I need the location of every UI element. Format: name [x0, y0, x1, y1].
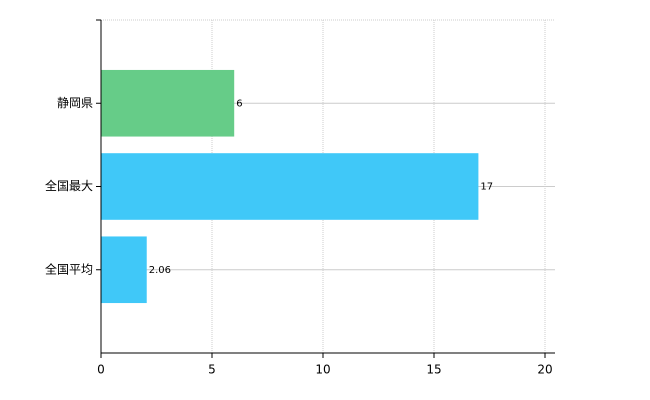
x-tick-label: 0 [97, 363, 105, 377]
x-tick-label: 5 [208, 363, 216, 377]
value-label: 6 [236, 98, 242, 109]
y-tick-label: 全国最大 [45, 178, 93, 193]
x-tick-label: 15 [426, 363, 441, 377]
x-tick-label: 20 [537, 363, 552, 377]
bar [101, 69, 235, 137]
bar [101, 153, 479, 220]
value-label: 17 [480, 182, 493, 193]
x-tick-label: 10 [315, 363, 330, 377]
y-tick-label: 静岡県 [57, 96, 93, 110]
bar [101, 236, 147, 304]
value-label: 2.06 [149, 265, 171, 276]
y-tick-label: 全国平均 [45, 261, 93, 276]
